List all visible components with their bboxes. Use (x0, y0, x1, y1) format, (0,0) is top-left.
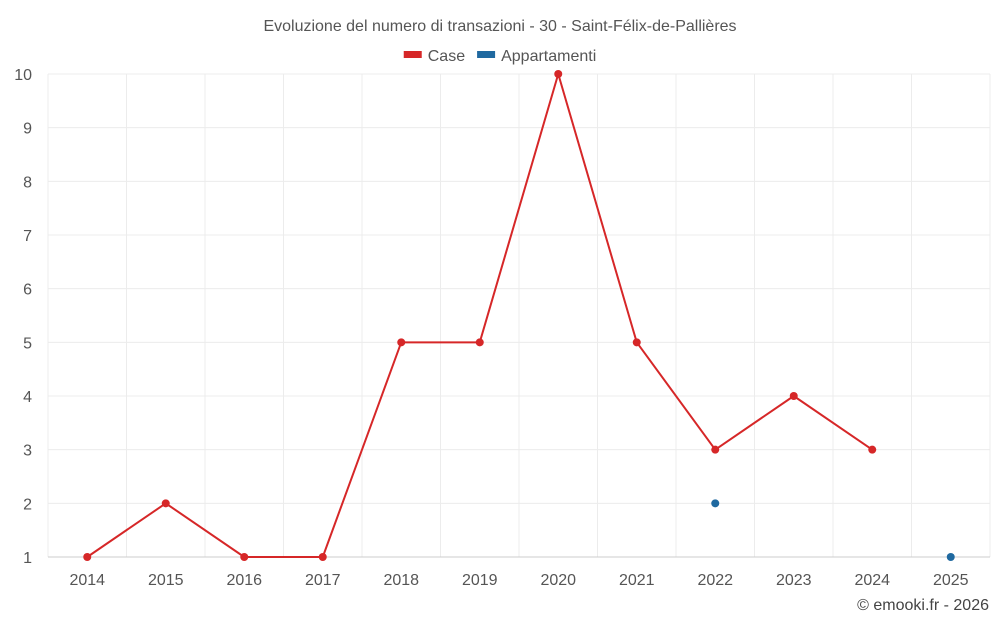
legend: Case Appartamenti (403, 48, 596, 65)
series-layer (83, 70, 955, 561)
data-point-appartamenti[interactable] (946, 553, 955, 561)
data-point-case[interactable] (789, 392, 798, 400)
data-point-case[interactable] (711, 445, 720, 454)
x-tick-label: 2024 (854, 572, 890, 589)
data-point-case[interactable] (554, 70, 563, 78)
x-tick-label: 2021 (619, 572, 655, 589)
data-point-case[interactable] (161, 499, 170, 508)
data-point-case[interactable] (632, 338, 641, 347)
y-tick-label: 9 (23, 121, 32, 138)
data-point-case[interactable] (318, 553, 327, 561)
data-point-case[interactable] (240, 553, 249, 561)
legend-swatch-appartamenti (477, 51, 496, 58)
y-tick-label: 7 (23, 228, 32, 245)
x-tick-label: 2014 (69, 572, 105, 589)
data-point-case[interactable] (397, 338, 406, 347)
x-tick-label: 2023 (776, 572, 812, 589)
legend-label-appartamenti: Appartamenti (501, 48, 596, 65)
x-tick-label: 2018 (383, 572, 419, 589)
y-tick-label: 10 (14, 67, 32, 84)
x-tick-label: 2016 (226, 572, 262, 589)
y-tick-label: 3 (23, 443, 32, 460)
y-tick-label: 5 (23, 335, 32, 352)
y-tick-label: 8 (23, 174, 32, 191)
series-case (83, 70, 877, 561)
chart-title: Evoluzione del numero di transazioni - 3… (263, 18, 736, 35)
x-tick-label: 2025 (933, 572, 969, 589)
x-tick-label: 2020 (540, 572, 576, 589)
legend-label-case: Case (428, 48, 465, 65)
data-point-case[interactable] (83, 553, 92, 561)
data-point-appartamenti[interactable] (711, 499, 720, 508)
grid-lines (47, 73, 991, 558)
credit-text: © emooki.fr - 2026 (857, 597, 989, 614)
x-tick-label: 2022 (697, 572, 733, 589)
x-tick-label: 2019 (462, 572, 498, 589)
x-tick-label: 2015 (148, 572, 184, 589)
legend-item-case[interactable]: Case (403, 48, 465, 65)
y-tick-label: 1 (23, 550, 32, 567)
data-point-case[interactable] (475, 338, 484, 347)
legend-item-appartamenti[interactable]: Appartamenti (477, 48, 596, 65)
axes: 1 2 3 4 5 6 7 8 9 10 2014 2015 2016 2017 2018 2019 2020 2… (14, 67, 990, 589)
data-point-case[interactable] (868, 445, 877, 454)
x-tick-label: 2017 (305, 572, 341, 589)
y-tick-label: 4 (23, 389, 32, 406)
y-tick-label: 2 (23, 496, 32, 513)
series-appartamenti (711, 499, 955, 561)
legend-swatch-case (403, 51, 422, 58)
y-tick-label: 6 (23, 282, 32, 299)
